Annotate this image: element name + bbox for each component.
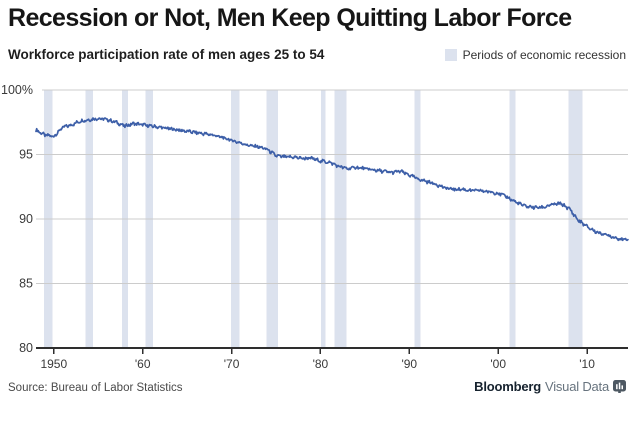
x-axis-label: '10 bbox=[579, 357, 595, 371]
y-axis-label: 100% bbox=[1, 83, 33, 97]
chart-subtitle: Workforce participation rate of men ages… bbox=[8, 47, 325, 62]
y-axis-label: 80 bbox=[19, 341, 33, 355]
brand-bloomberg: Bloomberg bbox=[474, 379, 541, 394]
brand-lockup: Bloomberg Visual Data bbox=[474, 379, 626, 394]
brand-visual-data: Visual Data bbox=[544, 379, 609, 394]
x-axis-label: '00 bbox=[490, 357, 506, 371]
source-note: Source: Bureau of Labor Statistics bbox=[8, 382, 183, 394]
x-axis-label: '90 bbox=[401, 357, 417, 371]
chart-badge-icon bbox=[613, 380, 626, 393]
recession-legend: Periods of economic recession bbox=[444, 48, 626, 62]
x-axis-label: 1950 bbox=[40, 357, 67, 371]
x-axis-label: '60 bbox=[135, 357, 151, 371]
y-axis-label: 90 bbox=[19, 212, 33, 226]
y-axis-label: 95 bbox=[19, 148, 33, 162]
data-line bbox=[35, 117, 629, 242]
legend-label: Periods of economic recession bbox=[462, 48, 626, 62]
page-title: Recession or Not, Men Keep Quitting Labo… bbox=[8, 4, 572, 32]
x-axis-label: '70 bbox=[224, 357, 240, 371]
recession-swatch-icon bbox=[444, 49, 457, 61]
x-axis-label: '80 bbox=[313, 357, 329, 371]
y-axis-label: 85 bbox=[19, 277, 33, 291]
